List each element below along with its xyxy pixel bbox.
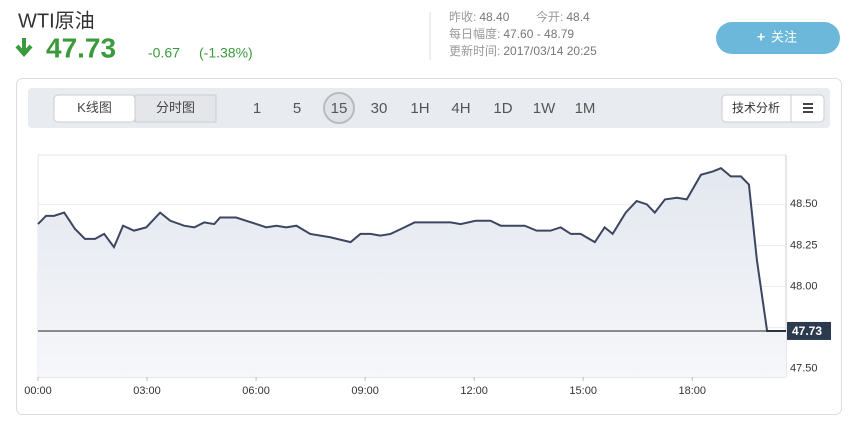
plus-icon: + — [757, 29, 765, 45]
interval[interactable]: 1M — [575, 100, 596, 117]
stat-value: 2017/03/14 20:25 — [503, 44, 597, 58]
x-tick-label: 06:00 — [242, 385, 270, 397]
y-tick-label: 48.25 — [790, 239, 818, 251]
title: WTI原油 — [18, 9, 95, 32]
change: -0.67 — [148, 45, 180, 61]
stat-label: 昨收: — [449, 10, 476, 24]
stat-value: 47.60 - 48.79 — [503, 27, 574, 41]
interval[interactable]: 15 — [331, 100, 348, 117]
x-tick-label: 15:00 — [569, 385, 597, 397]
follow-label[interactable]: 关注 — [771, 29, 797, 44]
interval[interactable]: 4H — [451, 100, 470, 117]
stat-value: 48.4 — [566, 10, 590, 24]
y-tick-label: 47.50 — [790, 363, 818, 375]
interval-selected — [323, 92, 355, 124]
current-box — [787, 321, 831, 340]
interval[interactable]: 5 — [293, 100, 301, 117]
x-tick-label: 09:00 — [351, 385, 379, 397]
analysis-button[interactable] — [721, 94, 825, 123]
x-tick-label: 18:00 — [678, 385, 706, 397]
view-tab-label[interactable]: K线图 — [77, 100, 112, 115]
interval[interactable]: 1W — [533, 100, 556, 117]
stat-value: 48.40 — [479, 10, 509, 24]
price-line — [37, 167, 786, 332]
change-pct: (-1.38%) — [199, 45, 253, 61]
current-label: 47.73 — [792, 324, 822, 338]
x-tick-label: 12:00 — [460, 385, 488, 397]
view-tab[interactable] — [134, 94, 217, 123]
y-tick-label: 48.00 — [790, 280, 818, 292]
down-arrow — [15, 38, 33, 58]
view-tab-label[interactable]: 分时图 — [156, 100, 195, 115]
follow-button[interactable] — [716, 22, 840, 54]
interval[interactable]: 30 — [371, 100, 388, 117]
x-tick-label: 03:00 — [133, 385, 161, 397]
stat-label: 今开: — [536, 9, 563, 24]
menu-icon[interactable] — [803, 103, 813, 113]
toolbar — [28, 88, 830, 128]
y-tick-label: 48.50 — [790, 198, 818, 210]
area — [38, 168, 786, 377]
interval[interactable]: 1 — [253, 100, 261, 117]
price: 47.73 — [46, 32, 116, 63]
interval[interactable]: 1H — [410, 100, 429, 117]
interval[interactable]: 1D — [493, 100, 512, 117]
stat-label: 更新时间: — [449, 43, 500, 58]
x-tick-label: 00:00 — [24, 385, 52, 397]
analysis-label[interactable]: 技术分析 — [732, 101, 780, 115]
stat-label: 每日幅度: — [449, 26, 500, 41]
